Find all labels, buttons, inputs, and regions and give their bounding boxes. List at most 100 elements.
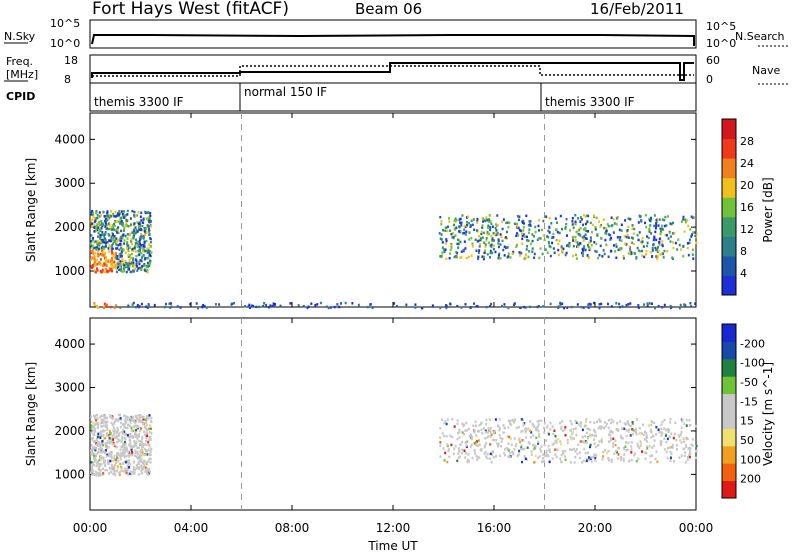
- echo-cell: [593, 214, 596, 217]
- echo-cell: [513, 448, 516, 451]
- echo-cell: [547, 235, 550, 239]
- echo-cell: [439, 436, 442, 439]
- echo-cell: [127, 423, 130, 427]
- echo-cell: [431, 304, 434, 307]
- echo-cell: [127, 265, 130, 268]
- echo-cell: [90, 452, 93, 456]
- echo-cell: [110, 459, 113, 462]
- echo-cell: [486, 436, 489, 439]
- echo-cell: [137, 460, 140, 464]
- echo-cell: [579, 440, 582, 443]
- echo-cell: [456, 422, 459, 426]
- echo-cell: [463, 240, 466, 243]
- echo-cell: [135, 434, 138, 437]
- echo-cell: [651, 254, 654, 258]
- echo-cell: [132, 228, 135, 232]
- echo-cell: [695, 241, 698, 245]
- echo-cell: [93, 452, 96, 456]
- echo-cell: [104, 239, 107, 242]
- echo-cell: [109, 459, 112, 463]
- echo-cell: [109, 239, 112, 242]
- echo-cell: [147, 211, 150, 214]
- echo-cell: [477, 439, 480, 442]
- echo-cell: [105, 428, 108, 432]
- echo-cell: [675, 438, 678, 442]
- echo-cell: [106, 453, 109, 457]
- echo-cell: [624, 440, 627, 444]
- echo-cell: [565, 251, 568, 255]
- echo-cell: [650, 302, 653, 305]
- echo-cell: [127, 244, 130, 247]
- echo-cell: [602, 455, 605, 458]
- echo-cell: [98, 237, 101, 240]
- echo-cell: [136, 452, 139, 456]
- echo-cell: [584, 226, 587, 230]
- echo-cell: [104, 305, 107, 308]
- echo-cell: [97, 423, 100, 426]
- echo-cell: [168, 302, 171, 305]
- echo-cell: [135, 254, 138, 258]
- echo-cell: [527, 231, 530, 235]
- echo-cell: [492, 450, 495, 454]
- echo-cell: [146, 247, 149, 250]
- echo-cell: [91, 218, 94, 221]
- echo-cell: [203, 305, 206, 308]
- echo-cell: [637, 457, 640, 460]
- echo-cell: [501, 437, 504, 441]
- echo-cell: [538, 435, 541, 439]
- echo-cell: [531, 247, 534, 250]
- echo-cell: [635, 256, 638, 259]
- echo-cell: [575, 257, 578, 260]
- echo-cell: [135, 264, 138, 268]
- echo-cell: [126, 242, 129, 245]
- echo-cell: [635, 257, 638, 261]
- echo-cell: [585, 418, 588, 421]
- echo-cell: [663, 448, 666, 451]
- echo-cell: [554, 217, 557, 220]
- echo-cell: [137, 414, 140, 417]
- echo-cell: [115, 243, 118, 246]
- summary-panel: N.Sky Freq. [MHz] CPID N.Search Nave 10^…: [4, 17, 790, 112]
- echo-cell: [94, 240, 97, 243]
- echo-cell: [593, 434, 596, 438]
- echo-cell: [218, 303, 221, 306]
- echo-cell: [608, 440, 611, 444]
- echo-cell: [123, 436, 126, 440]
- echo-cell: [653, 439, 656, 442]
- echo-cell: [103, 302, 106, 306]
- echo-cell: [447, 448, 450, 451]
- echo-cell: [91, 209, 94, 213]
- echo-cell: [468, 434, 471, 438]
- echo-cell: [455, 226, 458, 230]
- echo-cell: [612, 231, 615, 234]
- echo-cell: [635, 432, 638, 436]
- echo-cell: [538, 419, 541, 423]
- echo-cell: [484, 245, 487, 248]
- echo-cell: [498, 252, 501, 256]
- y-tick-label: 2000: [54, 220, 85, 234]
- echo-cell: [554, 434, 557, 438]
- echo-cell: [125, 420, 128, 424]
- echo-cell: [99, 233, 102, 237]
- echo-cell: [145, 231, 148, 234]
- echo-cell: [644, 221, 647, 225]
- echo-cell: [99, 436, 102, 439]
- echo-cell: [560, 442, 563, 446]
- echo-cell: [470, 443, 473, 446]
- echo-cell: [656, 248, 659, 251]
- echo-cell: [601, 425, 604, 429]
- echo-cell: [124, 234, 127, 238]
- echo-cell: [109, 264, 112, 267]
- echo-cell: [589, 236, 592, 239]
- echo-cell: [147, 473, 150, 476]
- echo-cell: [128, 466, 131, 469]
- echo-cell: [628, 428, 631, 431]
- echo-cell: [121, 216, 124, 219]
- echo-cell: [664, 215, 667, 219]
- colorbar-swatch: [722, 197, 736, 218]
- echo-cell: [607, 419, 610, 422]
- echo-cell: [445, 422, 448, 426]
- echo-cell: [444, 229, 447, 233]
- echo-cell: [91, 463, 94, 466]
- echo-cell: [559, 301, 562, 305]
